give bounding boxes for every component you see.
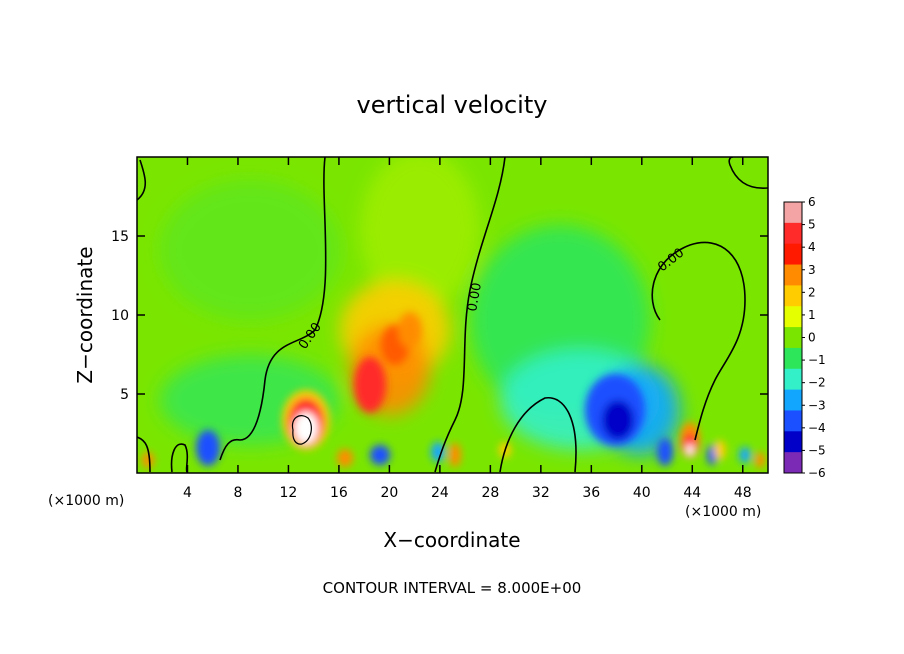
x-unit-label-right: (×1000 m) — [685, 504, 761, 520]
colorbar-label: −4 — [808, 421, 826, 435]
x-axis-ticks: 4 8 12 16 20 24 28 32 36 40 44 48 — [183, 157, 752, 501]
y-tick-label: 5 — [120, 387, 129, 403]
colorbar-swatch — [784, 452, 802, 474]
colorbar-label: 5 — [808, 218, 816, 232]
x-tick-label: 40 — [633, 485, 651, 501]
colorbar-swatch — [784, 368, 802, 391]
x-axis-title: X−coordinate — [383, 528, 520, 552]
colorbar-label: −6 — [808, 466, 826, 480]
y-tick-label: 15 — [111, 229, 129, 245]
colorbar-label: −2 — [808, 376, 826, 390]
chart-title: vertical velocity — [357, 91, 548, 119]
x-tick-label: 24 — [431, 485, 449, 501]
colorbar-label: 6 — [808, 195, 816, 209]
x-tick-label: 48 — [734, 485, 752, 501]
colorbar-swatch — [784, 347, 802, 370]
contour-interval-note: CONTOUR INTERVAL = 8.000E+00 — [323, 579, 582, 597]
x-tick-label: 44 — [683, 485, 701, 501]
y-axis-title: Z−coordinate — [73, 246, 97, 383]
colorbar-swatch — [784, 243, 802, 266]
x-tick-label: 8 — [233, 485, 242, 501]
colorbar-label: 2 — [808, 285, 816, 299]
colorbar-swatch — [784, 222, 802, 245]
colorbar-label: 0 — [808, 331, 816, 345]
colorbar-label: −1 — [808, 353, 826, 367]
colorbar-swatch — [784, 327, 802, 349]
colorbar-swatch — [784, 431, 802, 453]
colorbar-swatch — [784, 202, 802, 224]
x-tick-label: 36 — [582, 485, 600, 501]
colorbar-label: −3 — [808, 398, 826, 412]
colorbar-swatch — [784, 285, 802, 307]
contour-label-2: 0.00 — [465, 282, 485, 313]
colorbar-swatch — [784, 389, 802, 411]
x-tick-label: 16 — [330, 485, 348, 501]
x-tick-label: 28 — [481, 485, 499, 501]
y-axis-ticks: 5 10 15 — [111, 229, 768, 403]
colorbar: 6 5 4 3 2 1 0 −1 −2 −3 −4 −5 −6 — [783, 195, 826, 480]
colorbar-swatch — [784, 410, 802, 432]
x-tick-label: 20 — [380, 485, 398, 501]
colorbar-swatch — [784, 264, 802, 286]
colorbar-label: −5 — [808, 443, 826, 457]
colorbar-label: 1 — [808, 308, 816, 322]
y-tick-label: 10 — [111, 308, 129, 324]
colorbar-label: 3 — [808, 263, 816, 277]
plot-area: 0.00 0.00 0.00 — [137, 157, 768, 473]
velocity-cells — [142, 312, 765, 468]
zero-contours — [137, 157, 768, 473]
colorbar-label: 4 — [808, 240, 816, 254]
x-tick-label: 4 — [183, 485, 192, 501]
x-tick-label: 12 — [280, 485, 298, 501]
colorbar-swatch — [784, 306, 802, 328]
x-unit-label-left: (×1000 m) — [48, 493, 124, 509]
x-tick-label: 32 — [532, 485, 550, 501]
max-contour — [291, 415, 312, 445]
